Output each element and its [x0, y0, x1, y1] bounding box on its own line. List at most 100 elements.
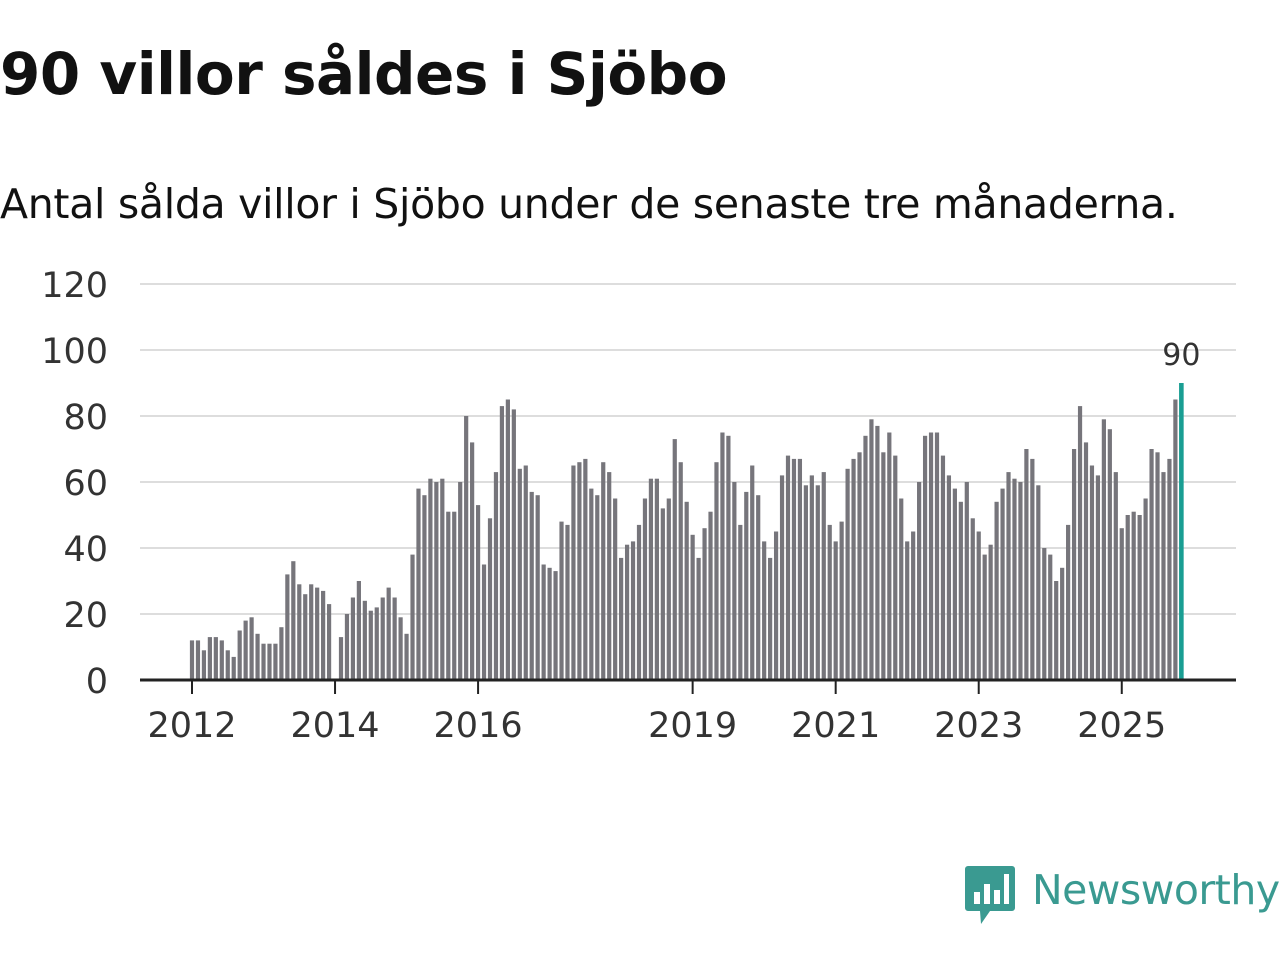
bar [708, 511, 713, 680]
bar [1095, 475, 1101, 680]
y-tick-label: 20 [63, 596, 108, 636]
bars [189, 383, 1184, 680]
bar [529, 491, 534, 680]
bar [201, 650, 207, 680]
bar [350, 597, 356, 680]
bar [213, 637, 218, 680]
bar [624, 544, 630, 680]
bar [899, 498, 904, 680]
bar [851, 458, 856, 680]
bar [690, 534, 695, 680]
bar [595, 495, 600, 680]
bar [714, 462, 719, 680]
bar [1167, 458, 1172, 680]
bar [493, 472, 499, 680]
bar [678, 462, 683, 680]
bar [481, 564, 487, 680]
bar [666, 498, 671, 680]
bar [297, 584, 302, 680]
bar [195, 640, 201, 680]
bar [261, 643, 266, 680]
y-tick-label: 0 [86, 662, 108, 702]
bar [321, 590, 326, 680]
bar [255, 633, 260, 680]
bar [905, 541, 910, 680]
bar [875, 425, 880, 680]
x-tick-label: 2025 [1077, 706, 1166, 746]
bar [523, 465, 528, 680]
gridlines [140, 283, 1236, 615]
bar [285, 574, 290, 680]
bar [738, 524, 743, 680]
bar [404, 633, 409, 680]
bar [243, 620, 248, 680]
bar [928, 432, 934, 680]
bar [1161, 472, 1166, 680]
bar [630, 541, 636, 680]
bar [541, 564, 546, 680]
bar [422, 495, 427, 680]
bar [583, 458, 588, 680]
brand-logo[interactable]: Newsworthy [964, 864, 1280, 928]
bar [1018, 482, 1023, 680]
bar [684, 501, 689, 680]
bar [1089, 465, 1095, 680]
bar [291, 561, 296, 680]
bar [750, 465, 755, 680]
bar [517, 468, 522, 680]
bar [1143, 498, 1148, 680]
bar [309, 584, 314, 680]
y-tick-label: 120 [41, 266, 108, 306]
bar [267, 643, 272, 680]
bar [470, 442, 475, 680]
bar [720, 432, 725, 680]
newsworthy-logo-icon [965, 866, 1015, 924]
bar [279, 627, 284, 680]
bar [839, 521, 844, 680]
bar [1149, 449, 1154, 680]
bar [416, 488, 421, 680]
bar [887, 432, 892, 680]
bar [768, 557, 773, 680]
bar [1119, 528, 1124, 680]
bar [1125, 515, 1130, 680]
x-tick-label: 2012 [147, 706, 236, 746]
bar [911, 531, 916, 680]
bar [791, 458, 797, 680]
bar [547, 567, 552, 680]
bar [779, 475, 785, 680]
bar [988, 544, 993, 680]
bar [1173, 399, 1178, 680]
bar [1024, 449, 1029, 680]
bar [475, 505, 481, 680]
bar [964, 482, 969, 680]
bar [982, 554, 987, 680]
bar [362, 600, 367, 680]
bar [249, 617, 254, 680]
bar [273, 643, 278, 680]
bar [559, 521, 564, 680]
y-axis-ticks: 0 20 40 60 80 100 120 [41, 266, 108, 702]
chart-subtitle: Antal sålda villor i Sjöbo under de sena… [0, 180, 1178, 228]
bar [380, 597, 385, 680]
bar [1131, 511, 1136, 680]
bar [207, 637, 212, 680]
bar [565, 524, 570, 680]
bar [1054, 581, 1059, 680]
bar [827, 524, 832, 680]
bar [762, 541, 767, 680]
bar [940, 455, 946, 680]
bar [440, 478, 445, 680]
bar [952, 488, 957, 680]
bar [464, 416, 469, 680]
bar [315, 587, 320, 680]
bar [392, 597, 397, 680]
bar [696, 557, 701, 680]
x-tick-label: 2019 [648, 706, 737, 746]
bar [1155, 452, 1160, 680]
bar [1000, 488, 1005, 680]
bar [1012, 478, 1017, 680]
x-tick-label: 2023 [934, 706, 1023, 746]
bar [219, 640, 224, 680]
bar [189, 640, 195, 680]
